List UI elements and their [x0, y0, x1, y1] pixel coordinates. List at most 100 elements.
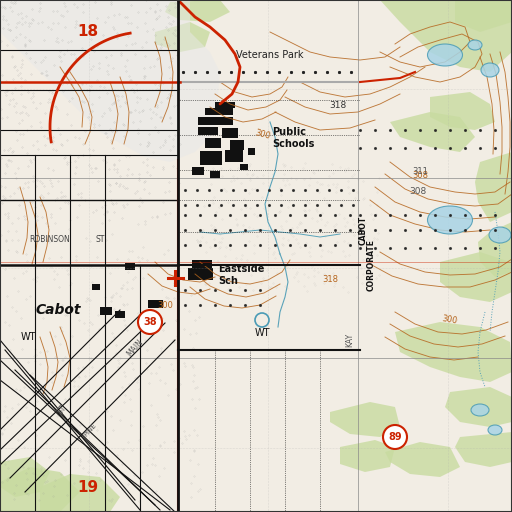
- Point: [226, 226, 234, 234]
- Point: [331, 241, 339, 249]
- Point: [256, 211, 264, 219]
- Point: [265, 186, 273, 194]
- Text: Veterans Park: Veterans Park: [236, 50, 304, 60]
- Point: [347, 68, 355, 76]
- Point: [371, 226, 379, 234]
- Point: [289, 186, 297, 194]
- Text: 308: 308: [410, 187, 426, 197]
- Text: PINE: PINE: [82, 422, 97, 438]
- Text: 38: 38: [143, 317, 157, 327]
- Point: [386, 144, 394, 152]
- Polygon shape: [155, 22, 210, 52]
- Point: [356, 244, 364, 252]
- Point: [356, 126, 364, 134]
- Point: [211, 211, 219, 219]
- Point: [461, 126, 469, 134]
- Point: [287, 68, 295, 76]
- Text: ST: ST: [95, 236, 104, 245]
- Point: [299, 68, 307, 76]
- Point: [251, 68, 259, 76]
- Circle shape: [138, 310, 162, 334]
- Point: [196, 241, 204, 249]
- Point: [386, 244, 394, 252]
- Text: 18: 18: [77, 25, 99, 39]
- Point: [226, 286, 234, 294]
- Text: CABOT: CABOT: [358, 216, 368, 245]
- Text: 300: 300: [441, 314, 459, 326]
- Point: [446, 144, 454, 152]
- Text: 19: 19: [77, 480, 99, 496]
- Ellipse shape: [468, 40, 482, 50]
- Point: [431, 211, 439, 219]
- Text: 318: 318: [322, 275, 338, 285]
- Point: [286, 211, 294, 219]
- Text: 318: 318: [329, 100, 347, 110]
- Point: [239, 68, 247, 76]
- Point: [229, 201, 237, 209]
- Point: [316, 226, 324, 234]
- Point: [401, 244, 409, 252]
- Point: [346, 241, 354, 249]
- Point: [431, 226, 439, 234]
- Point: [205, 201, 213, 209]
- Point: [476, 244, 484, 252]
- Point: [491, 144, 499, 152]
- Point: [275, 68, 283, 76]
- Point: [271, 226, 279, 234]
- Point: [226, 211, 234, 219]
- Point: [371, 244, 379, 252]
- Polygon shape: [430, 92, 495, 130]
- Point: [241, 201, 249, 209]
- Point: [203, 68, 211, 76]
- Point: [253, 186, 261, 194]
- Bar: [210, 171, 220, 178]
- Point: [476, 211, 484, 219]
- Ellipse shape: [481, 63, 499, 77]
- Bar: [248, 148, 255, 155]
- Point: [491, 211, 499, 219]
- Point: [356, 211, 364, 219]
- Point: [301, 211, 309, 219]
- Polygon shape: [0, 0, 220, 162]
- Point: [277, 201, 285, 209]
- Bar: [192, 260, 212, 268]
- Point: [416, 226, 424, 234]
- Point: [337, 201, 345, 209]
- Point: [301, 226, 309, 234]
- Point: [491, 244, 499, 252]
- Point: [349, 186, 357, 194]
- Bar: [100, 307, 112, 315]
- Point: [313, 186, 321, 194]
- Point: [416, 244, 424, 252]
- Point: [446, 226, 454, 234]
- Bar: [240, 164, 248, 170]
- Point: [227, 68, 235, 76]
- Polygon shape: [0, 457, 50, 497]
- Text: WT: WT: [254, 328, 270, 338]
- Polygon shape: [40, 474, 120, 512]
- Point: [331, 226, 339, 234]
- Point: [401, 144, 409, 152]
- Point: [239, 68, 247, 76]
- Point: [401, 211, 409, 219]
- Point: [371, 126, 379, 134]
- Point: [211, 286, 219, 294]
- Point: [346, 226, 354, 234]
- Point: [196, 211, 204, 219]
- Text: 89: 89: [388, 432, 402, 442]
- Point: [356, 226, 364, 234]
- Point: [286, 226, 294, 234]
- Point: [446, 244, 454, 252]
- Point: [386, 126, 394, 134]
- Point: [256, 241, 264, 249]
- Point: [191, 68, 199, 76]
- Point: [256, 301, 264, 309]
- Text: 308: 308: [412, 170, 428, 180]
- Point: [289, 201, 297, 209]
- Bar: [125, 263, 135, 270]
- Text: MAIN: MAIN: [125, 337, 145, 358]
- Point: [325, 201, 333, 209]
- Point: [386, 211, 394, 219]
- Text: 311: 311: [412, 167, 428, 177]
- Point: [346, 211, 354, 219]
